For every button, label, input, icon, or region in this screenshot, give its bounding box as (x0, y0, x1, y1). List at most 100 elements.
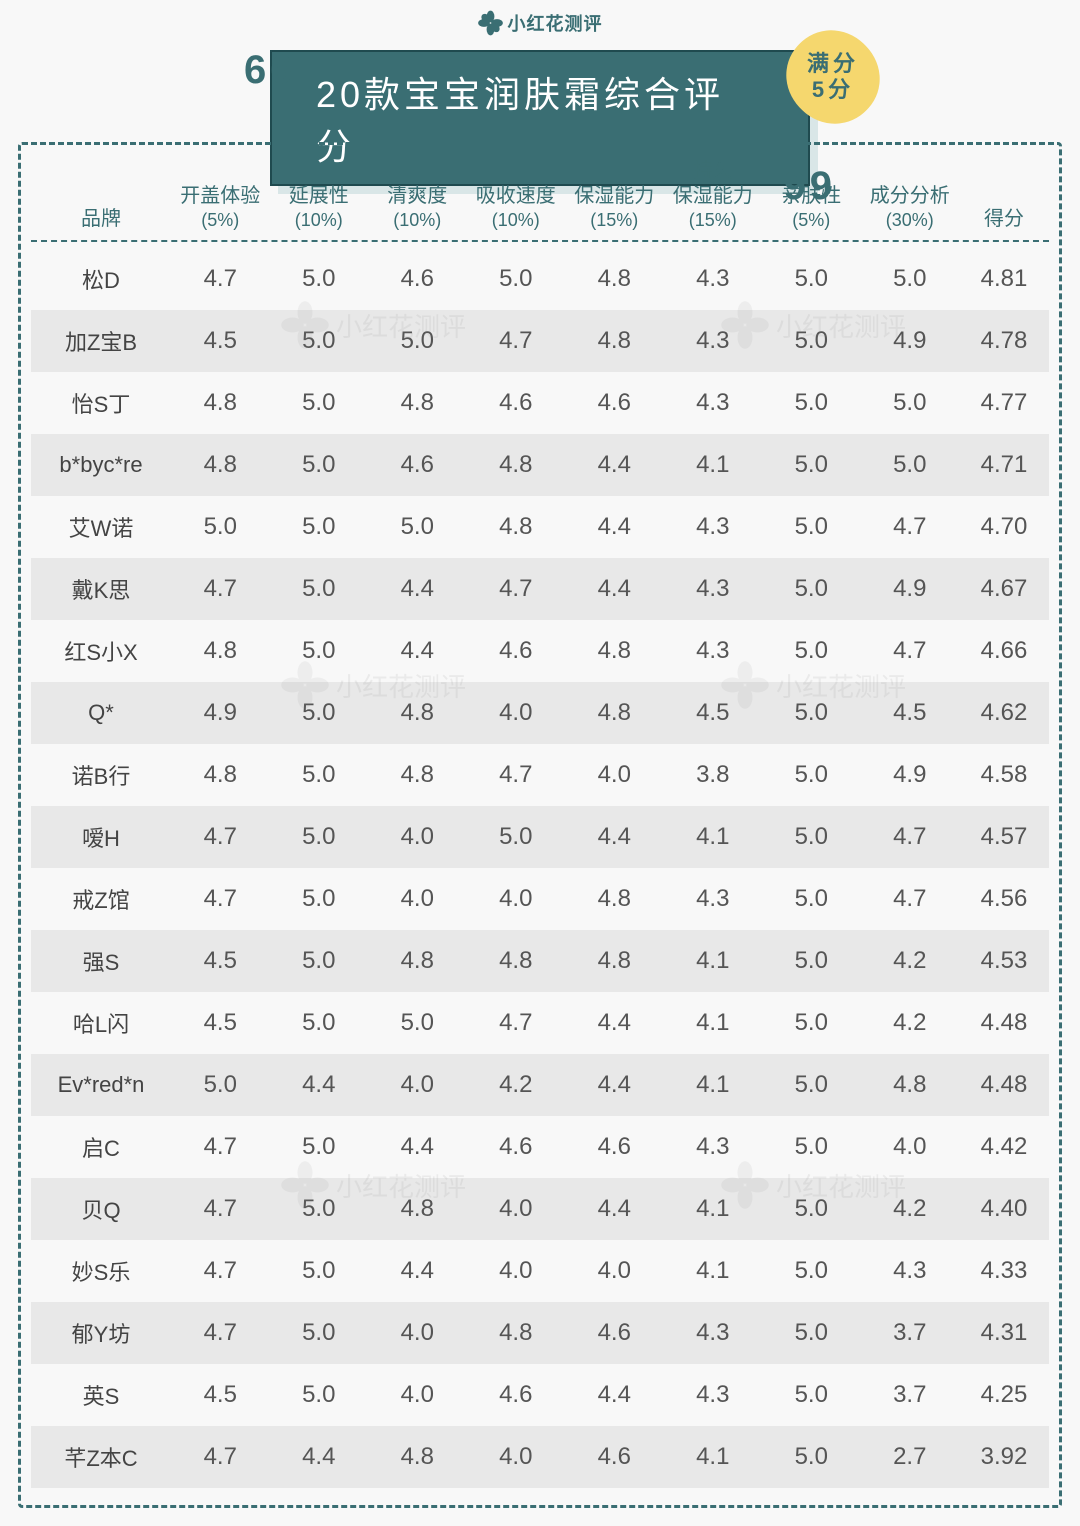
column-header: 亲肤性(5%) (762, 184, 861, 232)
value-cell: 5.0 (762, 1071, 861, 1099)
table-row: 戴K思4.75.04.44.74.44.35.04.94.67 (31, 558, 1049, 620)
brand-cell: 戒Z馆 (31, 883, 171, 915)
value-cell: 4.4 (565, 451, 664, 479)
value-cell: 5.0 (861, 265, 960, 293)
value-cell: 3.8 (664, 761, 763, 789)
table-row: 红S小X4.85.04.44.64.84.35.04.74.66 (31, 620, 1049, 682)
value-cell: 4.4 (368, 637, 467, 665)
table-row: 贝Q4.75.04.84.04.44.15.04.24.40 (31, 1178, 1049, 1240)
value-cell: 4.8 (565, 885, 664, 913)
table-row: 郁Y坊4.75.04.04.84.64.35.03.74.31 (31, 1302, 1049, 1364)
score-cell: 4.42 (959, 1133, 1049, 1161)
value-cell: 4.6 (467, 1381, 566, 1409)
value-cell: 4.7 (171, 1443, 270, 1471)
value-cell: 5.0 (762, 1257, 861, 1285)
table-row: 英S4.55.04.04.64.44.35.03.74.25 (31, 1364, 1049, 1426)
value-cell: 4.7 (861, 885, 960, 913)
value-cell: 4.3 (664, 389, 763, 417)
value-cell: 4.1 (664, 823, 763, 851)
brand-logo: 小红花测评 (478, 10, 603, 36)
value-cell: 4.1 (664, 451, 763, 479)
value-cell: 5.0 (270, 1133, 369, 1161)
value-cell: 4.4 (565, 823, 664, 851)
column-label: 吸收速度 (467, 184, 566, 209)
value-cell: 5.0 (762, 327, 861, 355)
table-header-row: 品牌开盖体验(5%)延展性(10%)清爽度(10%)吸收速度(10%)保湿能力(… (31, 159, 1049, 242)
table-body: 松D4.75.04.65.04.84.35.05.04.81加Z宝B4.55.0… (31, 248, 1049, 1488)
column-label: 清爽度 (368, 184, 467, 209)
column-weight: (5%) (171, 209, 270, 232)
table-row: 诺B行4.85.04.84.74.03.85.04.94.58 (31, 744, 1049, 806)
value-cell: 5.0 (762, 451, 861, 479)
brand-cell: 怡S丁 (31, 387, 171, 419)
value-cell: 4.0 (368, 1319, 467, 1347)
column-label: 保湿能力 (565, 184, 664, 209)
value-cell: 5.0 (762, 1009, 861, 1037)
brand-cell: 艾W诺 (31, 511, 171, 543)
score-cell: 4.67 (959, 575, 1049, 603)
value-cell: 5.0 (270, 947, 369, 975)
column-label: 开盖体验 (171, 184, 270, 209)
value-cell: 4.4 (565, 1071, 664, 1099)
value-cell: 4.6 (565, 389, 664, 417)
brand-cell: b*byc*re (31, 452, 171, 478)
column-weight: (30%) (861, 209, 960, 232)
score-table: 品牌开盖体验(5%)延展性(10%)清爽度(10%)吸收速度(10%)保湿能力(… (18, 142, 1062, 1508)
value-cell: 4.9 (861, 761, 960, 789)
value-cell: 4.6 (565, 1443, 664, 1471)
value-cell: 5.0 (270, 575, 369, 603)
column-weight: (15%) (664, 209, 763, 232)
brand-cell: 加Z宝B (31, 325, 171, 357)
brand-cell: 郁Y坊 (31, 1317, 171, 1349)
column-header: 持久保湿能力(15%) (664, 159, 763, 232)
value-cell: 5.0 (270, 327, 369, 355)
value-cell: 4.3 (664, 1319, 763, 1347)
value-cell: 4.3 (664, 1133, 763, 1161)
value-cell: 4.7 (171, 1195, 270, 1223)
column-header: 得分 (959, 207, 1049, 232)
value-cell: 4.0 (861, 1133, 960, 1161)
value-cell: 4.7 (467, 1009, 566, 1037)
value-cell: 5.0 (762, 823, 861, 851)
value-cell: 4.1 (664, 947, 763, 975)
value-cell: 4.8 (467, 947, 566, 975)
value-cell: 4.3 (664, 1381, 763, 1409)
brand-cell: Q* (31, 700, 171, 726)
value-cell: 4.4 (368, 1257, 467, 1285)
value-cell: 5.0 (762, 1195, 861, 1223)
value-cell: 4.8 (171, 637, 270, 665)
brand-cell: 戴K思 (31, 573, 171, 605)
column-header: 保湿能力(15%) (565, 184, 664, 232)
value-cell: 4.7 (171, 265, 270, 293)
value-cell: 4.0 (565, 761, 664, 789)
column-header: 延展性(10%) (270, 184, 369, 232)
value-cell: 4.0 (368, 1381, 467, 1409)
value-cell: 4.8 (171, 451, 270, 479)
value-cell: 4.5 (171, 327, 270, 355)
score-cell: 4.53 (959, 947, 1049, 975)
value-cell: 4.1 (664, 1071, 763, 1099)
value-cell: 4.3 (664, 885, 763, 913)
value-cell: 4.6 (368, 265, 467, 293)
table-row: 芊Z本C4.74.44.84.04.64.15.02.73.92 (31, 1426, 1049, 1488)
value-cell: 4.5 (861, 699, 960, 727)
table-row: 加Z宝B4.55.05.04.74.84.35.04.94.78 (31, 310, 1049, 372)
brand-cell: 强S (31, 945, 171, 977)
score-cell: 4.78 (959, 327, 1049, 355)
value-cell: 5.0 (762, 947, 861, 975)
value-cell: 5.0 (861, 389, 960, 417)
table-row: 启C4.75.04.44.64.64.35.04.04.42 (31, 1116, 1049, 1178)
value-cell: 4.4 (270, 1443, 369, 1471)
value-cell: 4.4 (565, 1195, 664, 1223)
value-cell: 5.0 (368, 1009, 467, 1037)
score-cell: 4.57 (959, 823, 1049, 851)
score-cell: 4.56 (959, 885, 1049, 913)
value-cell: 5.0 (171, 1071, 270, 1099)
value-cell: 4.8 (565, 637, 664, 665)
value-cell: 4.0 (467, 1443, 566, 1471)
score-cell: 4.25 (959, 1381, 1049, 1409)
score-cell: 4.48 (959, 1009, 1049, 1037)
column-header: 吸收速度(10%) (467, 184, 566, 232)
value-cell: 5.0 (270, 1257, 369, 1285)
value-cell: 4.1 (664, 1195, 763, 1223)
